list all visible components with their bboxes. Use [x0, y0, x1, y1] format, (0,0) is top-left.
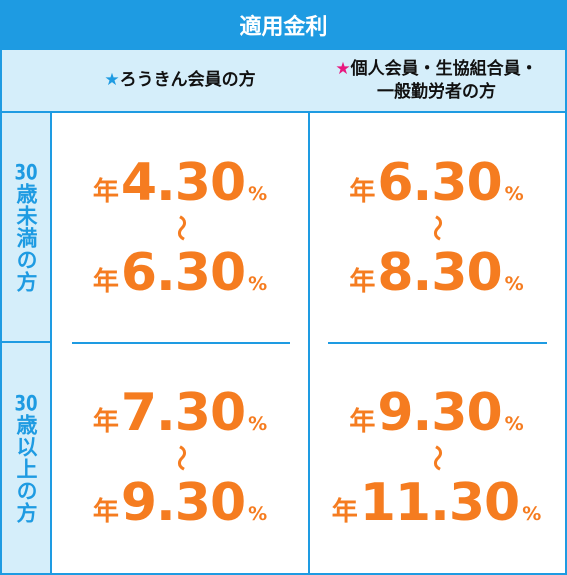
rate-unit: % — [248, 413, 268, 435]
row-label-number: 30 — [14, 161, 38, 183]
rate: 年 9.30% — [349, 387, 523, 439]
rate-cell: 年 7.30% 〜年 9.30% — [52, 343, 310, 575]
corner-cell — [0, 50, 54, 113]
header-text: ろうきん会員の方 — [119, 70, 256, 91]
row-label-body: 歳以上の方 — [14, 413, 38, 524]
rate-prefix: 年 — [349, 177, 376, 207]
rate-value: 6.30 — [377, 153, 502, 213]
rate-prefix: 年 — [92, 177, 119, 207]
rate-value: 9.30 — [377, 383, 502, 443]
rate-prefix: 年 — [349, 407, 376, 437]
rate-unit: % — [504, 273, 524, 295]
rate-value: 4.30 — [120, 153, 246, 213]
rate-cell: 年 9.30% 〜年 11.30% — [308, 343, 567, 575]
rate-prefix: 年 — [331, 497, 358, 527]
rate-unit: % — [248, 183, 268, 205]
rate-unit: % — [504, 413, 524, 435]
row-label-text: 30歳以上の方 — [11, 393, 41, 524]
rate-unit: % — [522, 503, 542, 525]
header-line: ★個人会員・生協組合員・ — [335, 58, 537, 80]
rate-unit: % — [248, 503, 268, 525]
rate: 年 8.30% — [349, 247, 523, 299]
row-label-number: 30 — [14, 392, 38, 414]
rate-unit: % — [504, 183, 524, 205]
header-line: 一般勤労者の方 — [377, 81, 496, 103]
row-label: 30歳以上の方 — [0, 343, 52, 575]
rate: 年 11.30% — [332, 477, 542, 529]
star-mark: ★ — [104, 70, 120, 91]
rate: 年 6.30% — [349, 157, 523, 209]
rate-unit: % — [248, 273, 268, 295]
range-separator: 〜 — [164, 214, 195, 242]
header-line: ★ろうきん会員の方 — [104, 69, 255, 91]
row-label: 30歳未満の方 — [0, 113, 52, 343]
header-text: 一般勤労者の方 — [377, 81, 496, 102]
star-mark: ★ — [335, 59, 351, 80]
rate-cell: 年 6.30% 〜年 8.30% — [308, 113, 567, 343]
rate-prefix: 年 — [349, 267, 376, 297]
rate-value: 6.30 — [120, 243, 246, 303]
rate: 年 4.30% — [93, 157, 267, 209]
header-text: 個人会員・生協組合員・ — [350, 59, 538, 80]
rate-prefix: 年 — [92, 407, 119, 437]
row-divider — [328, 342, 547, 344]
rate: 年 6.30% — [93, 247, 267, 299]
table-title: 適用金利 — [0, 0, 567, 50]
range-separator: 〜 — [421, 444, 452, 472]
rate-value: 9.30 — [120, 473, 246, 533]
rate: 年 7.30% — [93, 387, 267, 439]
rate-cell: 年 4.30% 〜年 6.30% — [52, 113, 310, 343]
rate-value: 11.30 — [359, 473, 520, 533]
rate-value: 8.30 — [377, 243, 502, 303]
range-separator: 〜 — [164, 444, 195, 472]
row-divider — [72, 342, 290, 344]
rate-value: 7.30 — [120, 383, 246, 443]
rate-prefix: 年 — [92, 497, 119, 527]
column-header: ★ろうきん会員の方 — [52, 50, 310, 113]
rate-prefix: 年 — [92, 267, 119, 297]
column-header: ★個人会員・生協組合員・ 一般勤労者の方 — [308, 50, 567, 113]
rate: 年 9.30% — [93, 477, 267, 529]
row-label-text: 30歳未満の方 — [11, 162, 41, 293]
range-separator: 〜 — [421, 214, 452, 242]
row-label-body: 歳未満の方 — [14, 182, 38, 293]
